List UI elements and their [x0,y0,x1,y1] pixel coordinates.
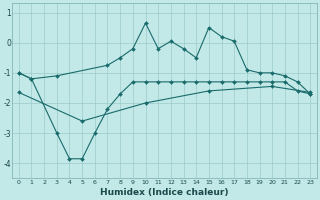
X-axis label: Humidex (Indice chaleur): Humidex (Indice chaleur) [100,188,229,197]
